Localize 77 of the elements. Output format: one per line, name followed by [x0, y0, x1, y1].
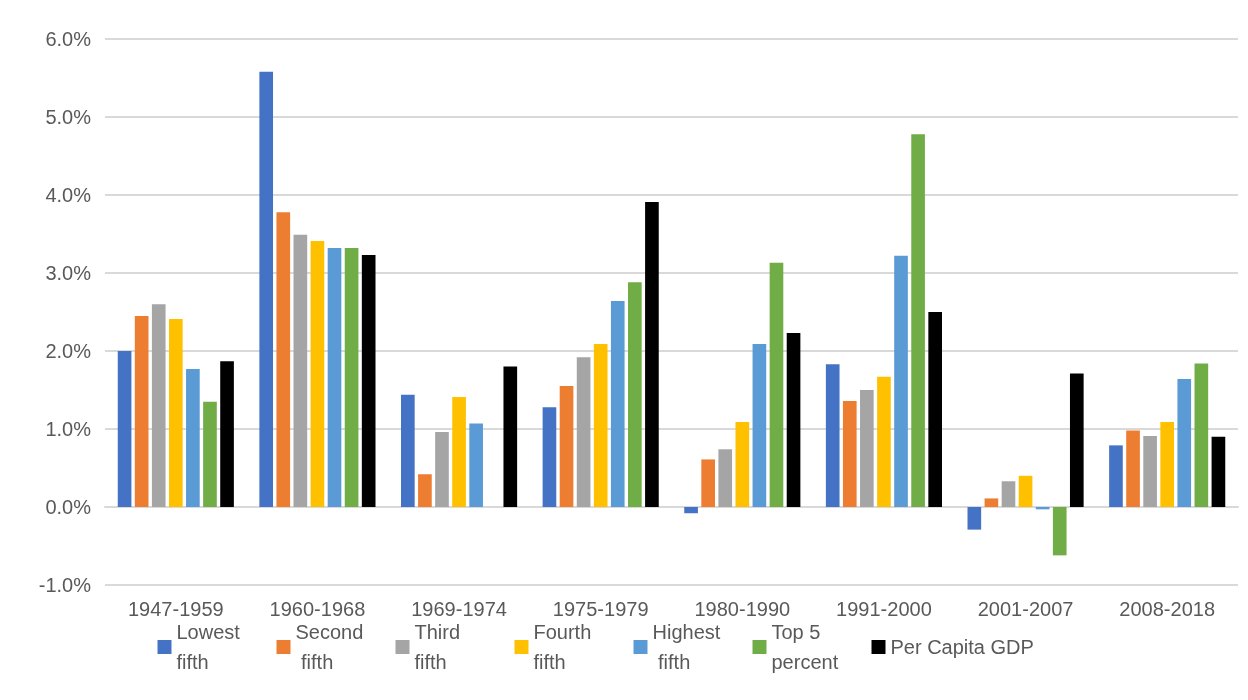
bar: [1160, 421, 1175, 507]
bar: [769, 262, 784, 507]
x-tick-label: 1975-1979: [552, 598, 649, 620]
bar: [1143, 436, 1157, 507]
bar: [1052, 507, 1067, 556]
bar: [752, 343, 767, 507]
y-tick-label: 6.0%: [45, 28, 92, 50]
bar: [928, 312, 942, 507]
bar: [117, 351, 132, 507]
y-tick-label: 3.0%: [45, 262, 92, 284]
bar: [628, 282, 642, 507]
bar: [435, 432, 449, 507]
bar: [967, 507, 982, 530]
bar: [718, 449, 733, 507]
x-tick-label: 1991-2000: [836, 598, 932, 620]
legend-label: Highest fifth: [652, 621, 721, 673]
bar: [894, 255, 908, 507]
bar: [877, 376, 891, 507]
bar: [401, 394, 415, 507]
legend-label: Second fifth: [295, 621, 364, 673]
bar: [735, 421, 750, 507]
bar: [1018, 475, 1033, 507]
y-tick-label: 1.0%: [45, 418, 92, 440]
bar: [860, 390, 874, 507]
x-tick-label: 1969-1974: [411, 598, 507, 620]
y-tick-label: -1.0%: [38, 574, 92, 596]
bar: [610, 301, 625, 507]
y-tick-label: 2.0%: [45, 340, 92, 362]
bar: [1109, 445, 1123, 507]
y-tick-label: 4.0%: [45, 184, 92, 206]
bar: [151, 304, 166, 507]
bar: [1211, 436, 1226, 507]
bar: [134, 315, 149, 507]
bar: [1177, 379, 1192, 507]
legend-label: Fourth fifth: [533, 621, 597, 673]
bar: [984, 498, 999, 507]
bar: [259, 71, 274, 507]
legend-label: Lowest fifth: [176, 621, 246, 673]
bar: [310, 241, 325, 507]
bar: [220, 361, 234, 507]
bar: [469, 423, 483, 507]
bar: [418, 474, 432, 507]
bar: [825, 364, 840, 507]
legend-label: Per Capita GDP: [890, 636, 1034, 658]
bar: [684, 507, 698, 514]
x-tick-label: 2008-2018: [1119, 598, 1216, 620]
bar: [276, 212, 291, 507]
bar: [361, 255, 376, 507]
bar: [327, 248, 342, 507]
bar: [168, 319, 183, 507]
bar: [452, 397, 466, 507]
bar: [186, 368, 200, 507]
bar: [293, 234, 308, 507]
y-tick-label: 0.0%: [45, 496, 92, 518]
bar: [786, 333, 801, 507]
bar: [911, 134, 925, 507]
bar: [842, 400, 857, 507]
bar: [1194, 363, 1209, 507]
x-tick-label: 1960-1968: [269, 598, 366, 620]
y-tick-label: 5.0%: [45, 106, 92, 128]
bar: [1001, 481, 1016, 507]
bar: [559, 386, 574, 507]
x-tick-label: 1947-1959: [127, 598, 224, 620]
bar: [1126, 430, 1140, 507]
bar: [503, 366, 518, 507]
x-tick-label: 2001-2007: [977, 598, 1074, 620]
bar: [645, 202, 659, 507]
bar: [1069, 373, 1084, 507]
bar: [576, 357, 591, 507]
bar: [593, 343, 608, 507]
legend-label: Third fifth: [414, 621, 466, 673]
bar: [542, 407, 557, 507]
bar: [344, 248, 359, 507]
x-tick-label: 1980-1990: [694, 598, 791, 620]
legend-label: Top 5 percent: [771, 621, 839, 673]
bar: [203, 401, 217, 507]
bar: [701, 459, 715, 507]
